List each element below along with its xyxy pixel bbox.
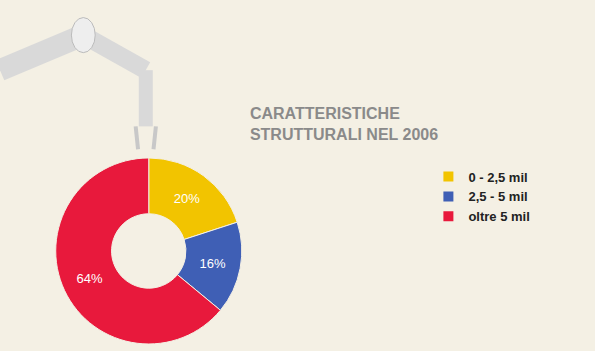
svg-text:64%: 64% — [77, 271, 103, 286]
svg-text:oltre 5 mil: oltre 5 mil — [468, 209, 529, 224]
svg-text:2,5 - 5 mil: 2,5 - 5 mil — [468, 189, 527, 204]
svg-text:20%: 20% — [174, 191, 200, 206]
svg-text:CARATTERISTICHESTRUTTURALI NEL: CARATTERISTICHESTRUTTURALI NEL 2006 — [250, 105, 438, 143]
svg-text:0 - 2,5 mil: 0 - 2,5 mil — [468, 170, 527, 185]
svg-text:16%: 16% — [199, 256, 225, 271]
